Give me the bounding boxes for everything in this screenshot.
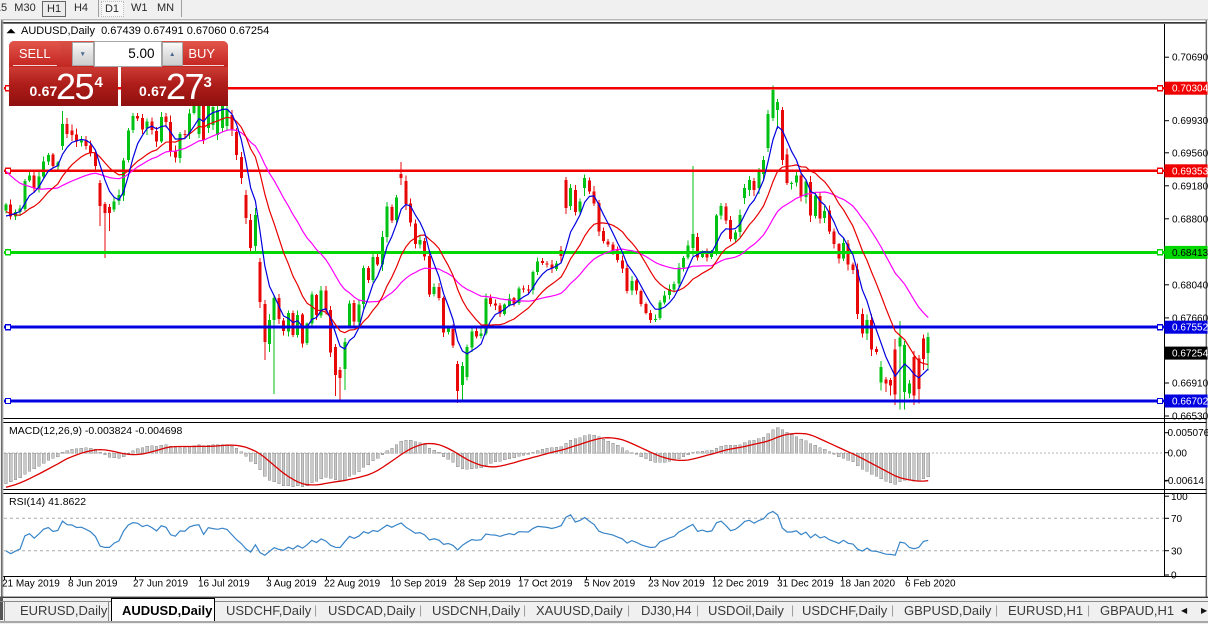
- svg-text:22 Aug 2019: 22 Aug 2019: [324, 579, 381, 590]
- svg-text:10 Sep 2019: 10 Sep 2019: [390, 579, 447, 590]
- svg-text:0.68413: 0.68413: [1172, 248, 1208, 259]
- svg-text:3 Aug 2019: 3 Aug 2019: [266, 579, 317, 590]
- svg-text:0.70690: 0.70690: [1172, 53, 1208, 64]
- svg-text:0.67254: 0.67254: [1172, 349, 1208, 360]
- svg-text:0.69560: 0.69560: [1172, 148, 1208, 159]
- svg-text:12 Dec 2019: 12 Dec 2019: [712, 579, 769, 590]
- svg-text:0.005076: 0.005076: [1168, 428, 1208, 439]
- svg-text:0.66530: 0.66530: [1172, 412, 1208, 423]
- svg-text:27 Jun 2019: 27 Jun 2019: [133, 579, 188, 590]
- svg-text:70: 70: [1171, 514, 1183, 525]
- svg-text:-0.00614: -0.00614: [1165, 476, 1205, 487]
- svg-text:21 May 2019: 21 May 2019: [2, 579, 60, 590]
- svg-text:0: 0: [1171, 571, 1177, 582]
- svg-text:8 Jun 2019: 8 Jun 2019: [68, 579, 118, 590]
- svg-text:30: 30: [1171, 546, 1183, 557]
- svg-text:RSI(14) 41.8622: RSI(14) 41.8622: [9, 496, 86, 508]
- svg-text:28 Sep 2019: 28 Sep 2019: [454, 579, 511, 590]
- svg-text:0.00: 0.00: [1168, 448, 1188, 459]
- svg-text:0.67552: 0.67552: [1172, 323, 1208, 334]
- svg-text:6 Feb 2020: 6 Feb 2020: [905, 579, 956, 590]
- svg-text:23 Nov 2019: 23 Nov 2019: [648, 579, 705, 590]
- svg-text:17 Oct 2019: 17 Oct 2019: [518, 579, 573, 590]
- svg-text:31 Dec 2019: 31 Dec 2019: [777, 579, 834, 590]
- svg-text:16 Jul 2019: 16 Jul 2019: [198, 579, 250, 590]
- svg-text:AUDUSD,Daily 0.67439 0.67491: AUDUSD,Daily 0.67439 0.67491 0.67060 0.6…: [21, 25, 269, 37]
- svg-text:0.66910: 0.66910: [1172, 379, 1208, 390]
- svg-text:0.69930: 0.69930: [1172, 116, 1208, 127]
- svg-text:0.66702: 0.66702: [1172, 397, 1208, 408]
- svg-text:0.69353: 0.69353: [1172, 166, 1208, 177]
- svg-text:100: 100: [1171, 492, 1188, 503]
- svg-text:0.70304: 0.70304: [1172, 84, 1208, 95]
- svg-text:0.68040: 0.68040: [1172, 280, 1208, 291]
- svg-text:0.67660: 0.67660: [1172, 313, 1208, 324]
- svg-text:18 Jan 2020: 18 Jan 2020: [840, 579, 895, 590]
- svg-text:MACD(12,26,9) -0.003824 -0.004: MACD(12,26,9) -0.003824 -0.004698: [9, 425, 183, 437]
- svg-text:5 Nov 2019: 5 Nov 2019: [584, 579, 636, 590]
- svg-text:0.68800: 0.68800: [1172, 214, 1208, 225]
- svg-text:0.69180: 0.69180: [1172, 181, 1208, 192]
